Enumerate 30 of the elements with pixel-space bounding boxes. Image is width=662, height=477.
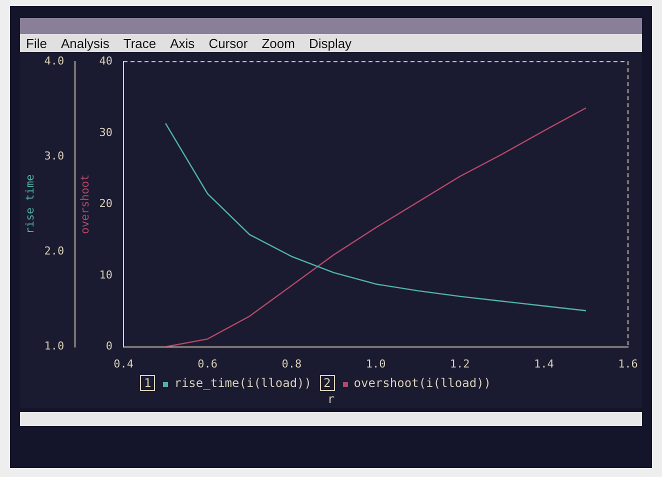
text: File (26, 36, 47, 50)
y-axis-title: rise time (23, 174, 36, 234)
x-tick-label: 0.4 (114, 357, 134, 370)
y2-tick-label: 30 (99, 126, 113, 139)
x-tick-label: 1.0 (366, 357, 386, 370)
y2-tick-label: 10 (99, 268, 113, 282)
x-tick-label: 1.6 (618, 357, 638, 370)
y2-tick-label: 0 (106, 340, 113, 353)
text: Trace (123, 36, 156, 50)
text: Display (308, 36, 352, 50)
x-tick-label: 1.2 (450, 357, 470, 370)
text: Zoom (262, 36, 295, 50)
text: 2 (320, 375, 335, 391)
y2-tick-label: 20 (99, 197, 113, 210)
x-tick-label: 0.6 (198, 357, 218, 370)
legend-label: rise_time(i(lload)) (173, 376, 312, 390)
text: Cursor (208, 36, 248, 50)
text: 1 (140, 375, 156, 391)
y-tick-label: 3.0 (44, 150, 64, 163)
y-tick-label: 4.0 (44, 54, 64, 68)
x-axis-title: r (326, 392, 336, 408)
y-tick-label: 2.0 (44, 244, 64, 258)
text: Analysis (60, 36, 110, 50)
x-tick-label: 1.4 (534, 357, 554, 370)
y2-tick-label: 40 (99, 54, 113, 68)
x-tick-label: 0.8 (282, 357, 302, 370)
y-tick-label: 1.0 (44, 340, 64, 353)
y2-axis-title: overshoot (78, 174, 92, 234)
legend-label: overshoot(i(lload)) (352, 376, 492, 390)
text: Axis (170, 36, 195, 50)
